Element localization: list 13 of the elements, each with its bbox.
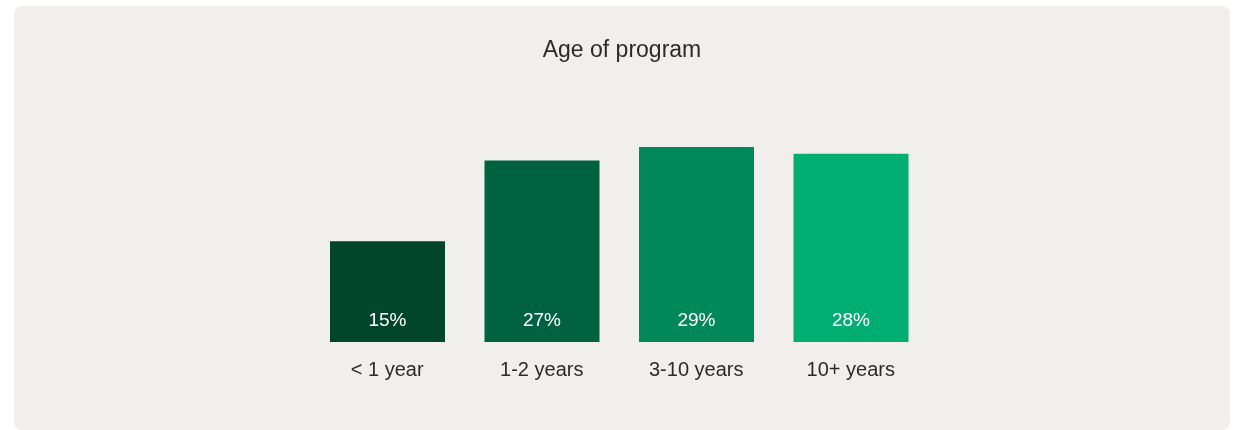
chart-title: Age of program (541, 36, 703, 63)
x-tick-label: < 1 year (350, 358, 424, 381)
bar (484, 160, 600, 342)
data-label: 29% (677, 309, 716, 330)
data-label: 28% (831, 309, 871, 330)
x-tick-label: 1-2 years (500, 358, 584, 381)
bar (793, 153, 909, 342)
x-tick-label: 3-10 years (649, 358, 744, 381)
bar (639, 147, 754, 342)
data-label: 15% (368, 309, 407, 330)
bar (330, 241, 445, 342)
x-tick-label: 10+ years (806, 358, 895, 381)
data-label: 27% (522, 309, 562, 330)
